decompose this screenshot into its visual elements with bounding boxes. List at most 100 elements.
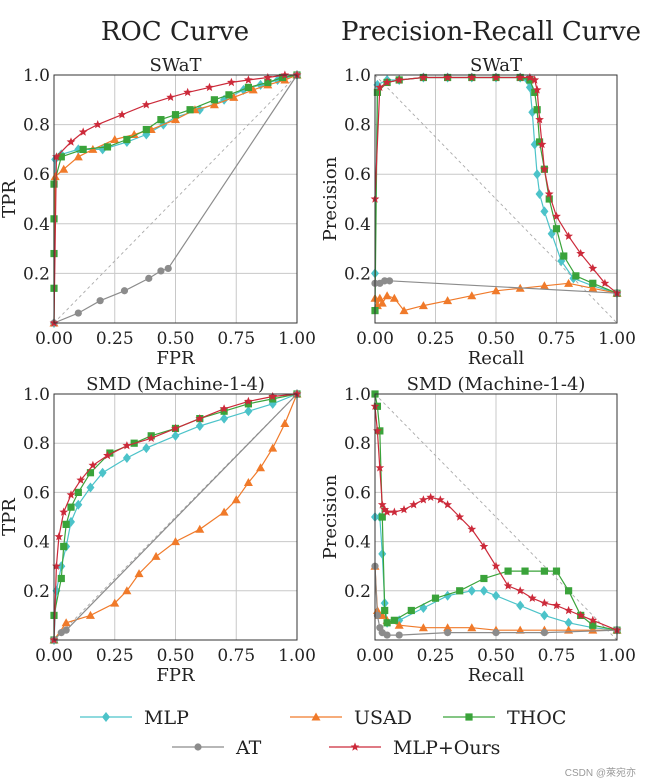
legend-marker — [194, 743, 202, 751]
legend-marker — [102, 712, 110, 722]
data-point — [50, 172, 60, 181]
y-tick-label: 0.6 — [23, 165, 50, 185]
data-point — [86, 469, 95, 477]
data-point — [560, 252, 568, 260]
data-point — [419, 72, 428, 82]
data-point — [76, 475, 86, 484]
data-point — [166, 92, 175, 101]
data-point — [183, 87, 192, 97]
chart-panel-4: 0.00 0.25 0.50 0.75 1.00 0.2 0.4 0.6 0.8 1.0 SMD (… — [320, 374, 636, 686]
data-point — [54, 532, 64, 541]
data-point — [59, 164, 69, 173]
data-point — [455, 512, 465, 521]
plot-frame — [53, 74, 298, 324]
x-tick-label: 0.25 — [417, 329, 455, 349]
reference-diagonal — [374, 74, 618, 324]
data-point — [268, 443, 278, 452]
chart-panel-3: 0.00 0.25 0.50 0.75 1.00 0.2 0.4 0.6 0.8 1.0 SMD (… — [0, 374, 316, 686]
data-point — [491, 286, 501, 295]
data-point — [492, 629, 500, 637]
data-point — [171, 115, 180, 124]
data-point — [535, 189, 544, 200]
data-point — [589, 621, 597, 629]
data-point — [219, 404, 229, 413]
data-point — [418, 623, 428, 632]
data-point — [195, 414, 205, 423]
data-point — [467, 524, 477, 533]
data-point — [78, 127, 88, 136]
data-point — [66, 137, 76, 146]
data-point — [220, 407, 228, 415]
x-tick-label: 0.25 — [96, 646, 134, 666]
x-tick-label: 0.50 — [477, 329, 515, 349]
data-point — [98, 467, 107, 478]
series-mlp-ours — [370, 72, 622, 297]
data-point — [443, 500, 452, 509]
data-point — [146, 433, 156, 442]
data-point — [256, 79, 265, 90]
panel-title: SMD (Machine-1-4) — [407, 374, 586, 395]
y-tick-label: 0.2 — [23, 582, 50, 602]
data-point — [110, 598, 120, 607]
x-tick-label: 0.00 — [35, 646, 73, 666]
data-point — [142, 443, 151, 454]
data-point — [467, 623, 477, 632]
data-point — [389, 293, 399, 302]
data-point — [530, 75, 540, 84]
y-axis-label: Precision — [320, 474, 341, 559]
data-point — [210, 96, 218, 104]
data-point — [248, 85, 258, 94]
data-point — [244, 400, 252, 408]
data-point — [62, 626, 70, 634]
data-point — [409, 500, 419, 509]
data-point — [564, 617, 573, 628]
data-point — [390, 507, 399, 516]
data-point — [576, 249, 586, 258]
legend-label: MLP+Ours — [393, 737, 500, 759]
data-point — [552, 601, 561, 610]
y-tick-label: 0.8 — [344, 434, 371, 454]
data-point — [526, 76, 534, 84]
y-axis-label: TPR — [0, 180, 20, 218]
data-point — [552, 225, 561, 233]
data-point — [521, 567, 529, 575]
data-point — [515, 625, 525, 634]
series-line — [374, 76, 618, 294]
data-point — [74, 488, 82, 496]
x-tick-label: 0.50 — [157, 329, 195, 349]
data-point — [171, 537, 180, 546]
data-point — [67, 503, 75, 511]
data-point — [588, 615, 598, 624]
data-point — [564, 278, 574, 287]
legend-item-mlp-ours: MLP+Ours — [329, 737, 500, 759]
data-point — [552, 567, 561, 575]
legend: MLP USAD THOC AT MLP+Ours — [80, 707, 566, 759]
data-point — [263, 72, 273, 82]
data-point — [74, 499, 83, 510]
y-tick-label: 0.8 — [344, 116, 371, 136]
data-point — [244, 75, 253, 84]
data-point — [61, 618, 71, 627]
data-point — [600, 278, 610, 287]
data-point — [280, 419, 290, 428]
y-tick-label: 0.4 — [344, 533, 371, 553]
legend-item-mlp: MLP — [80, 707, 189, 729]
data-point — [576, 610, 586, 620]
x-tick-label: 1.00 — [598, 646, 636, 666]
series-line — [53, 393, 298, 641]
x-tick-label: 0.00 — [356, 646, 394, 666]
data-point — [479, 541, 489, 551]
x-tick-label: 0.25 — [96, 329, 134, 349]
data-point — [186, 106, 194, 114]
data-point — [375, 463, 385, 472]
y-axis-label: TPR — [0, 498, 20, 536]
y-tick-label: 0.2 — [344, 264, 371, 284]
x-axis-label: Recall — [468, 348, 525, 369]
data-point — [531, 88, 539, 96]
data-point — [394, 620, 404, 629]
data-point — [492, 590, 500, 601]
x-axis-label: FPR — [156, 348, 195, 369]
y-tick-label: 1.0 — [23, 385, 50, 405]
data-point — [532, 85, 542, 94]
data-point — [59, 507, 69, 516]
